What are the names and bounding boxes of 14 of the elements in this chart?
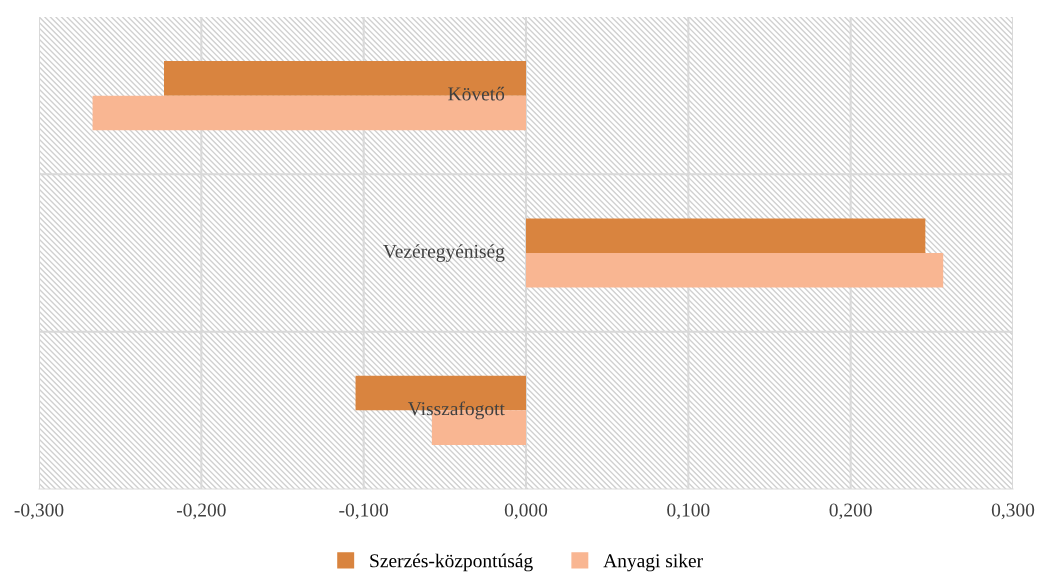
x-tick-label: 0,300 xyxy=(991,503,1035,520)
y-tick-label: Visszafogott xyxy=(407,401,505,420)
x-tick-label: 0,200 xyxy=(829,503,872,520)
bar xyxy=(526,218,926,253)
legend-label: Szerzés-központúság xyxy=(370,553,533,572)
bar xyxy=(526,253,944,288)
x-tick-label: -0,300 xyxy=(14,503,64,520)
y-tick-label: Vezéregyéniség xyxy=(383,244,505,262)
x-tick-label: 0,100 xyxy=(667,503,710,520)
x-tick-label: 0,000 xyxy=(504,503,548,520)
x-tick-label: -0,100 xyxy=(339,503,389,520)
y-tick-label: Követő xyxy=(448,86,505,101)
legend-label: Anyagi siker xyxy=(603,553,703,572)
x-tick-label: -0,200 xyxy=(176,503,226,520)
